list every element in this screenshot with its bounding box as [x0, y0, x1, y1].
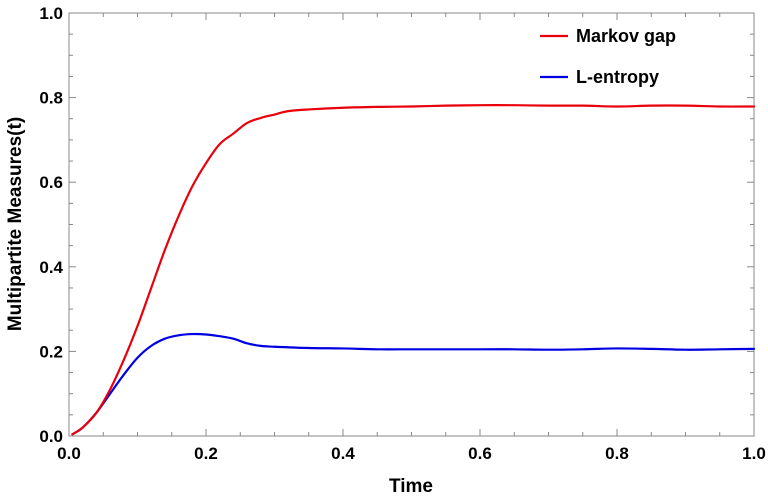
y-tick-label: 1.0: [39, 4, 63, 23]
series-line-l-entropy: [71, 332, 756, 436]
series-lines: [71, 104, 756, 436]
y-tick-labels: 0.0 0.2 0.4 0.6 0.8 1.0: [39, 4, 63, 446]
x-tick-label: 0.6: [468, 444, 492, 463]
x-tick-label: 1.0: [742, 444, 766, 463]
y-axis-title: Multipartite Measures(t): [5, 117, 26, 331]
y-tick-label: 0.0: [39, 427, 63, 446]
y-tick-label: 0.2: [39, 342, 63, 361]
x-tick-labels: 0.0 0.2 0.4 0.6 0.8 1.0: [57, 444, 766, 463]
x-axis-title: Time: [389, 476, 433, 496]
x-tick-label: 0.8: [605, 444, 629, 463]
x-tick-label: 0.2: [194, 444, 218, 463]
axis-ticks: [68, 12, 755, 437]
y-tick-label: 0.6: [39, 173, 63, 192]
legend-label-l-entropy: L-entropy: [576, 67, 659, 87]
legend: Markov gap L-entropy: [540, 26, 676, 87]
x-tick-label: 0.4: [331, 444, 355, 463]
y-tick-label: 0.8: [39, 89, 63, 108]
y-tick-label: 0.4: [39, 258, 63, 277]
legend-label-markov-gap: Markov gap: [576, 26, 676, 46]
x-tick-label: 0.0: [57, 444, 81, 463]
series-line-markov-gap: [71, 104, 756, 436]
